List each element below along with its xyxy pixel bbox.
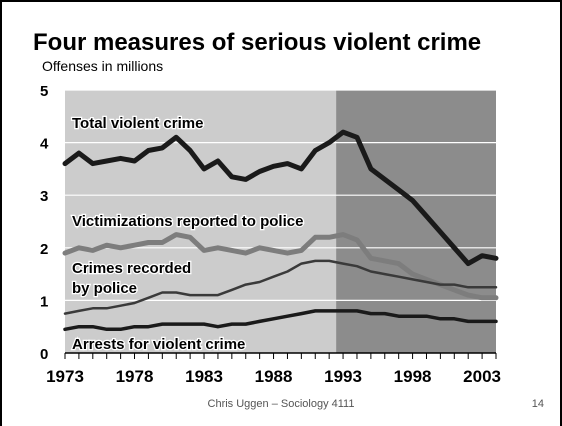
series-annotation: Victimizations reported to police — [72, 213, 303, 230]
plot-area-shaded-period — [336, 90, 496, 353]
slide-border-right — [560, 0, 562, 426]
series-line-2 — [62, 232, 499, 301]
x-tick-label: 1998 — [394, 367, 432, 386]
slide-number: 14 — [531, 398, 544, 410]
slide-border-top — [0, 0, 562, 2]
axes-layer: 0 1 2 3 4 5 1973 1978 1983 1988 1993 1998 2003 — [40, 83, 501, 386]
series-annotation: Total violent crime — [72, 115, 203, 132]
y-tick-label: 4 — [40, 136, 49, 153]
y-tick-label: 1 — [40, 293, 48, 310]
chart-y-axis-label: Offenses in millions — [42, 58, 163, 74]
x-tick-label: 1983 — [185, 367, 223, 386]
annotations-layer: Total violent crime Victimizations report… — [71, 114, 305, 355]
violent-crime-chart: Four measures of serious violent crime O… — [33, 29, 501, 386]
series-annotation: Crimes recorded — [72, 260, 191, 277]
series-layer — [62, 129, 499, 332]
series-line-3 — [63, 259, 498, 315]
y-tick-label: 2 — [40, 241, 48, 258]
x-tick-label: 2003 — [463, 367, 501, 386]
plot-background — [65, 90, 496, 353]
footer-credit: Chris Uggen – Sociology 4111 — [207, 398, 355, 410]
series-line-1 — [62, 129, 499, 267]
x-tick-label: 1978 — [116, 367, 154, 386]
plot-area-light — [65, 90, 337, 353]
series-annotation: Arrests for violent crime — [72, 336, 245, 353]
chart-title: Four measures of serious violent crime — [33, 29, 481, 56]
y-tick-label: 5 — [40, 83, 48, 100]
series-line-4 — [63, 309, 498, 332]
x-tick-label: 1973 — [46, 367, 84, 386]
x-tick-label: 1993 — [324, 367, 362, 386]
y-tick-label: 0 — [40, 346, 48, 363]
x-tick-label: 1988 — [255, 367, 293, 386]
grid-lines — [65, 89, 496, 301]
series-annotation: by police — [72, 280, 137, 297]
y-tick-label: 3 — [40, 188, 48, 205]
slide-border-left — [0, 0, 2, 426]
